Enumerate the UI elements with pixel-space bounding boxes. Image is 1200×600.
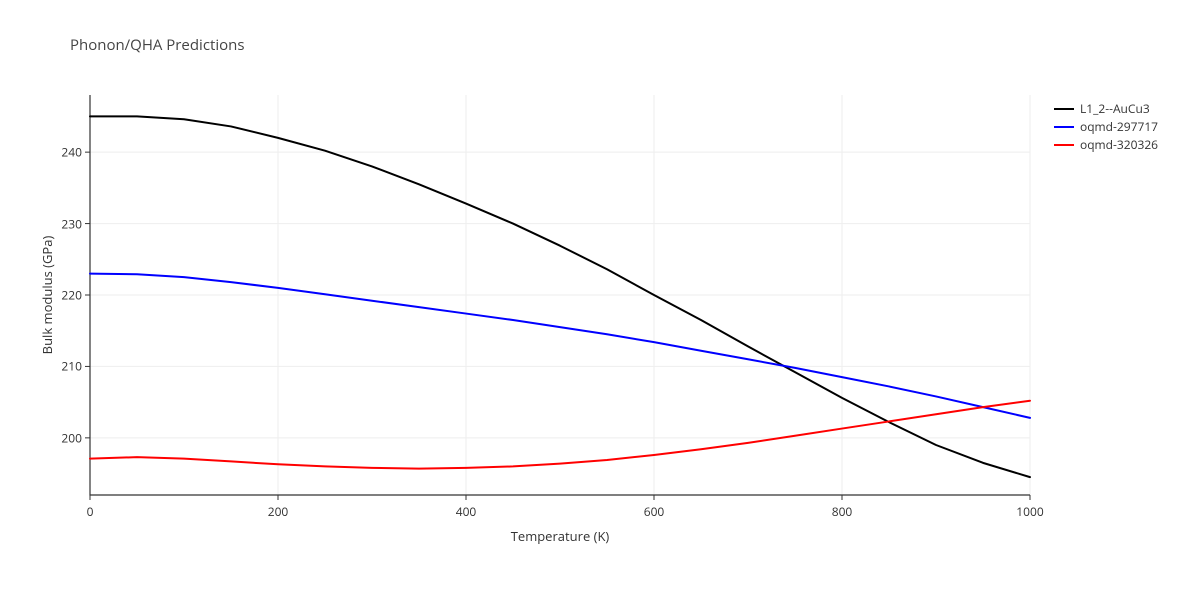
x-tick-label: 400 bbox=[456, 503, 477, 520]
x-tick-label: 200 bbox=[268, 503, 289, 520]
x-tick-label: 800 bbox=[832, 503, 853, 520]
chart-title: Phonon/QHA Predictions bbox=[70, 35, 245, 55]
legend-item[interactable]: oqmd-297717 bbox=[1054, 118, 1158, 135]
plot-area bbox=[84, 94, 1032, 502]
legend-label: oqmd-320326 bbox=[1080, 136, 1158, 153]
y-tick-label: 200 bbox=[54, 429, 82, 446]
legend-item[interactable]: oqmd-320326 bbox=[1054, 136, 1158, 153]
legend-label: oqmd-297717 bbox=[1080, 118, 1158, 135]
x-axis-label: Temperature (K) bbox=[500, 527, 620, 545]
y-tick-label: 240 bbox=[54, 144, 82, 161]
series-line[interactable] bbox=[90, 401, 1030, 469]
legend-label: L1_2--AuCu3 bbox=[1080, 100, 1150, 117]
y-tick-label: 210 bbox=[54, 358, 82, 375]
series-line[interactable] bbox=[90, 116, 1030, 477]
x-tick-label: 600 bbox=[644, 503, 665, 520]
legend-item[interactable]: L1_2--AuCu3 bbox=[1054, 100, 1150, 117]
legend-swatch bbox=[1054, 144, 1074, 146]
chart-container: Phonon/QHA Predictions 0 200 400 600 800 1000… bbox=[0, 0, 1200, 600]
legend-swatch bbox=[1054, 108, 1074, 110]
y-tick-label: 220 bbox=[54, 287, 82, 304]
legend-swatch bbox=[1054, 126, 1074, 128]
x-tick-label: 0 bbox=[87, 503, 94, 520]
y-axis-label: Bulk modulus (GPa) bbox=[38, 225, 56, 365]
y-tick-label: 230 bbox=[54, 215, 82, 232]
x-tick-label: 1000 bbox=[1016, 503, 1043, 520]
